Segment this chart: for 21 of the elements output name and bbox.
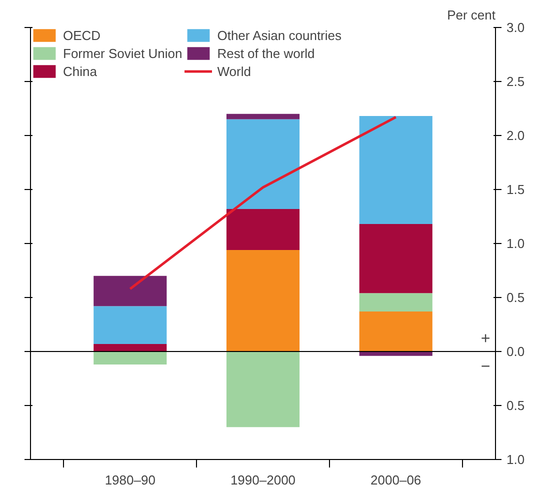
text: 0.0 (506, 344, 525, 359)
y-tick-label: 2.5 (506, 74, 525, 89)
x-tick-label: 1990–2000 (230, 472, 296, 488)
legend-label: Former Soviet Union (63, 46, 182, 60)
y-axis-title: Per cent (447, 8, 496, 22)
legend-label: Other Asian countries (217, 28, 342, 42)
y-tick-label: 0.5 (506, 398, 525, 413)
legend-label: World (217, 64, 251, 78)
y-tick-label: 2.0 (506, 128, 525, 143)
annotation: + (480, 330, 490, 348)
legend-label: OECD (63, 28, 101, 42)
y-tick-label: 1.0 (506, 452, 525, 467)
x-tick-label: 2000–06 (370, 472, 422, 488)
annotation: − (480, 358, 490, 376)
x-tick-label: 1980–90 (104, 472, 156, 488)
y-tick-label: 1.0 (506, 236, 525, 251)
y-tick-label: 3.0 (506, 20, 525, 35)
legend-label: China (63, 64, 97, 78)
legend-label: Rest of the world (217, 46, 315, 60)
y-tick-label: 1.5 (506, 182, 525, 197)
y-tick-label: 0.5 (506, 290, 525, 305)
